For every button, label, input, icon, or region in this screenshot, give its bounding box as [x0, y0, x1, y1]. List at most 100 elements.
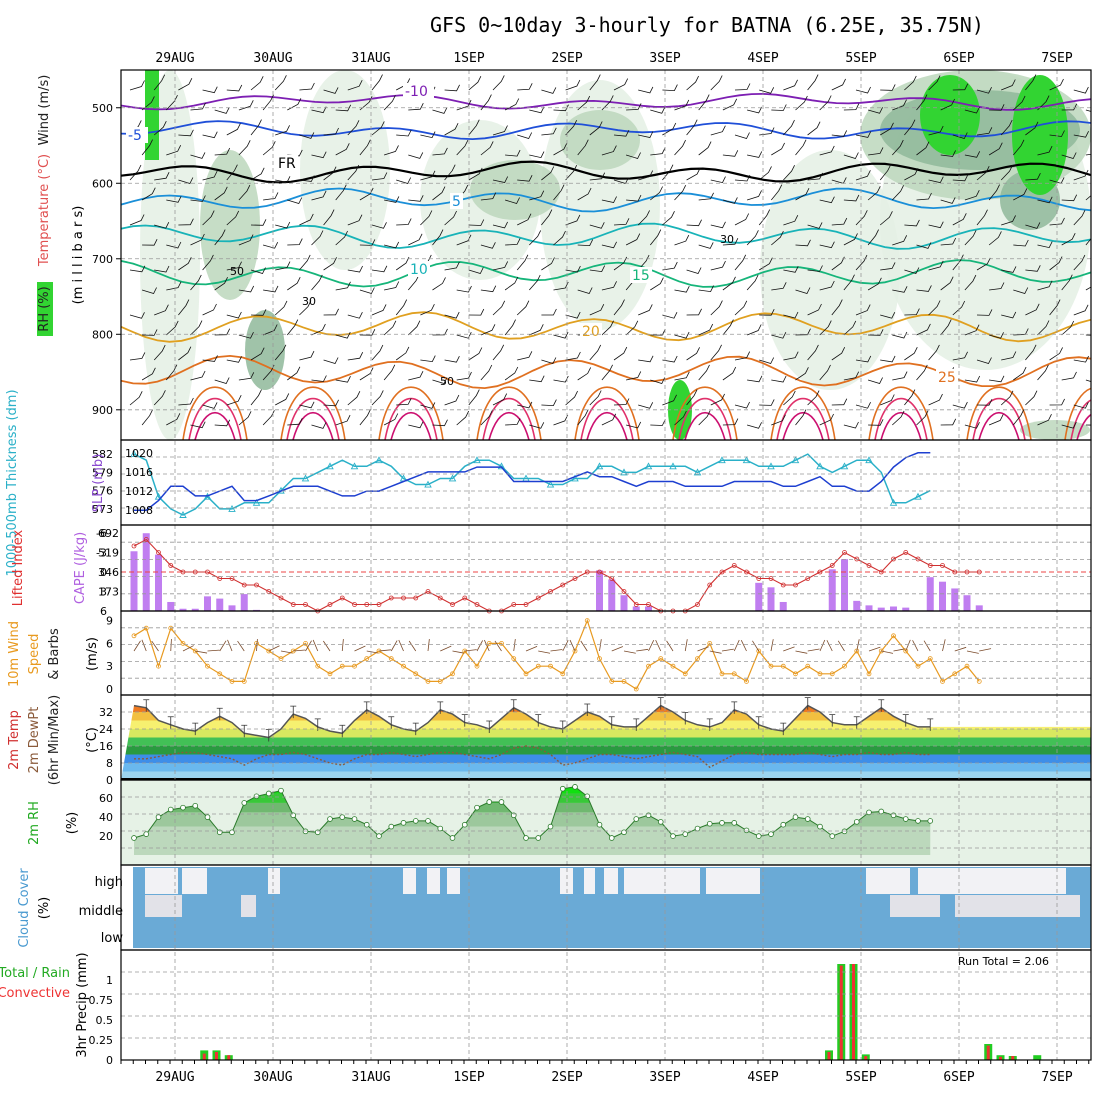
wind-barb-55-0	[795, 95, 808, 111]
wind-barb-30-7	[492, 393, 508, 406]
cloud-high-12	[918, 868, 1066, 894]
wind-barb-33-0	[529, 106, 545, 114]
cape-bar-59	[853, 600, 861, 611]
temp-minmax-25	[437, 701, 444, 714]
temp-minmax-35	[559, 720, 566, 733]
wind-point-62	[891, 633, 896, 639]
wind-tick-0: 0	[106, 683, 113, 696]
surface-barb-42	[648, 640, 655, 652]
rh-high-patch-2	[920, 75, 980, 155]
precip-total-label: Total / Rain	[0, 966, 70, 981]
date-label-bottom-31AUG: 31AUG	[351, 1070, 390, 1085]
wind-barb-64-6	[904, 347, 918, 361]
cape-bar-0	[130, 551, 138, 611]
wind-barb-2-4	[154, 265, 170, 273]
temp-band-9	[121, 695, 1091, 704]
wind-barb-68-0	[952, 83, 969, 91]
wind-barb-30-2	[492, 176, 509, 183]
wind-barb-34-6	[541, 357, 557, 364]
warm-contour-8-2	[978, 411, 1020, 440]
wind-barb-46-0	[686, 75, 699, 91]
surface-barb-62	[893, 648, 906, 652]
wind-barb-18-3	[347, 214, 363, 226]
wind-barb-58-1	[831, 130, 848, 137]
wind-barb-15-1	[311, 151, 327, 159]
wind-barb-40-5	[613, 299, 625, 316]
wind-barb-36-0	[565, 79, 581, 91]
wind-barb-40-1	[613, 130, 630, 137]
wind-barb-31-2	[504, 197, 520, 204]
pressure-tick-600: 600	[92, 177, 113, 190]
li-point-2	[156, 550, 161, 555]
wind-barb-63-1	[892, 139, 904, 156]
wind-barb-74-6	[1025, 344, 1037, 361]
wind-barb-49-4	[722, 276, 736, 291]
thickness-point-38	[595, 462, 604, 470]
wind-point-9	[241, 679, 247, 684]
cape-tick-0: 692	[98, 527, 119, 540]
wind-barb-7-5	[214, 328, 231, 336]
cape-bar-5	[191, 608, 199, 611]
rh-point-27	[461, 821, 468, 828]
isotherm-label-5: 5	[452, 194, 461, 210]
cape-bar-63	[902, 607, 910, 611]
wind-barb-47-7	[698, 410, 711, 426]
rh-point-5	[192, 802, 199, 809]
precip-total-bar-10	[1033, 1055, 1042, 1060]
wind-barb-24-5	[420, 304, 435, 316]
wind-barb-56-2	[807, 172, 823, 181]
cape-bar-41	[632, 606, 640, 611]
cape-axis-label: CAPE (J/kg)	[73, 532, 88, 604]
wind-barb-59-7	[843, 421, 859, 429]
wind-barb-22-5	[395, 299, 408, 316]
wind-barb-31-4	[504, 276, 519, 291]
wind-barb-12-0	[274, 75, 287, 91]
wind-barb-9-3	[238, 234, 254, 246]
wind-barb-15-4	[311, 274, 323, 291]
wind-barb-10-1	[250, 119, 262, 136]
surface-barb-27	[464, 649, 477, 652]
wind-barb-57-2	[819, 196, 835, 204]
wind-barb-33-7	[529, 422, 545, 429]
wind-barb-62-2	[879, 164, 892, 181]
surface-barb-44	[666, 640, 674, 652]
wind-point-35	[560, 671, 566, 677]
surface-barb-56	[819, 639, 826, 652]
wind-barb-3-6	[165, 364, 178, 381]
isotherm-FR	[121, 160, 1091, 184]
thickness-point-48	[718, 456, 726, 464]
wind-barb-41-5	[625, 320, 639, 336]
wind-barb-31-1	[505, 149, 521, 157]
wind-barb-36-5	[565, 311, 581, 319]
rh-shade-6	[200, 150, 260, 300]
li-point-52	[768, 576, 774, 581]
wind-barb-14-2	[299, 175, 315, 182]
wind-barb-23-5	[408, 320, 421, 336]
wind-barb-4-4	[178, 257, 192, 271]
wind-barb-33-3	[529, 230, 542, 246]
rh-point-25	[437, 825, 444, 832]
wind-barb-79-1	[1085, 153, 1091, 156]
rh-point-17	[339, 814, 346, 820]
warm-contour-1-0	[280, 386, 346, 440]
wind-barb-35-2	[553, 184, 565, 201]
rh-point-45	[682, 831, 689, 837]
wind-barb-77-1	[1061, 152, 1077, 159]
surface-barb-26	[452, 650, 465, 654]
thickness-point-10	[252, 498, 261, 506]
wind-barb-36-2	[565, 165, 578, 181]
precip-conv-bar-9	[1011, 1056, 1015, 1060]
rh-point-65	[927, 818, 934, 824]
wind-barb-29-1	[480, 141, 494, 156]
wind-barb-20-3	[371, 222, 387, 229]
surface-barb-11	[268, 645, 280, 652]
surface-barb-59	[856, 639, 860, 652]
rh-point-32	[523, 835, 529, 841]
cape-bar-62	[890, 606, 897, 611]
warm-contour-6-1	[776, 397, 830, 440]
surface-barb-60	[868, 646, 881, 652]
wind-barb-54-1	[783, 119, 795, 136]
thickness-point-0	[130, 450, 138, 458]
wind-barb-20-7	[371, 390, 384, 406]
wind-barb-12-1	[275, 125, 290, 136]
